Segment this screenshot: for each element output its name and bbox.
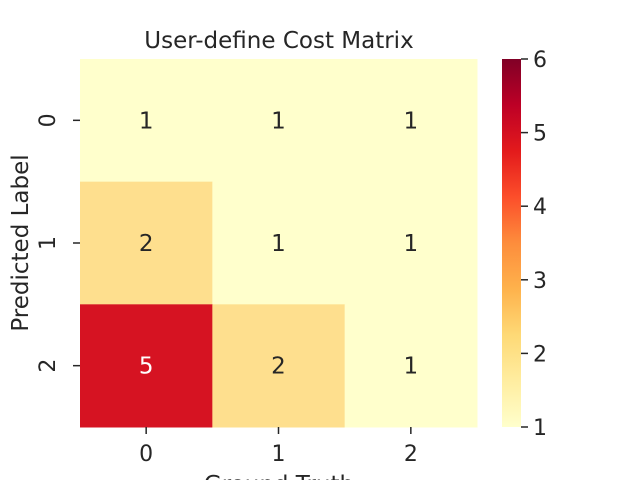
y-axis-ticks: 0 1 2	[36, 113, 80, 373]
heatmap-cell-r1-c0	[80, 181, 213, 305]
cell-value-r0-c1: 1	[271, 108, 286, 134]
colorbar-tick-label: 1	[533, 416, 547, 441]
heatmap-cell-r1-c1	[212, 181, 346, 305]
x-tick-label: 0	[139, 442, 153, 467]
heatmap-cell-r2-c1	[212, 304, 346, 428]
y-axis-label: Predicted Label	[8, 154, 34, 331]
cell-annotations: 1 1 1 2 1 1 5 2 1	[139, 108, 418, 379]
heatmap-cell-r2-c0	[80, 304, 213, 428]
cell-value-r2-c2: 1	[404, 354, 419, 380]
colorbar-ticks: 1 2 3 4 5 6	[521, 48, 547, 441]
chart-title: User-define Cost Matrix	[144, 28, 413, 54]
cell-value-r0-c0: 1	[139, 108, 154, 134]
x-tick-label: 2	[404, 442, 418, 467]
colorbar-tick-label: 2	[533, 342, 547, 367]
x-axis-ticks: 0 1 2	[139, 427, 418, 467]
cell-value-r2-c1: 2	[271, 354, 286, 380]
heatmap-cell-r0-c1	[212, 59, 346, 183]
y-tick-label: 0	[36, 113, 61, 127]
x-axis-label: Ground Truth	[204, 472, 354, 480]
x-tick-label: 1	[272, 442, 286, 467]
heatmap-cell-r2-c2	[344, 304, 478, 428]
heatmap-cell-r1-c2	[344, 181, 478, 305]
colorbar-tick-label: 3	[533, 269, 547, 294]
cell-value-r1-c2: 1	[404, 231, 419, 257]
colorbar	[502, 59, 521, 427]
y-tick-label: 1	[36, 236, 61, 250]
y-tick-label: 2	[36, 359, 61, 373]
colorbar-tick-label: 6	[533, 48, 547, 73]
colorbar-tick-label: 4	[533, 195, 547, 220]
heatmap-cell-r0-c0	[80, 59, 213, 183]
cell-value-r0-c2: 1	[404, 108, 419, 134]
heatmap-cells	[80, 59, 478, 428]
heatmap-cell-r0-c2	[344, 59, 478, 183]
colorbar-tick-label: 5	[533, 122, 547, 147]
cell-value-r1-c0: 2	[139, 231, 154, 257]
cell-value-r2-c0: 5	[139, 354, 154, 380]
cell-value-r1-c1: 1	[271, 231, 286, 257]
